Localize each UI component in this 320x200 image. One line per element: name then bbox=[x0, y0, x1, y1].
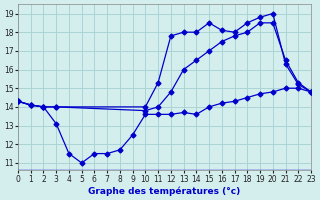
X-axis label: Graphe des températures (°c): Graphe des températures (°c) bbox=[88, 186, 241, 196]
